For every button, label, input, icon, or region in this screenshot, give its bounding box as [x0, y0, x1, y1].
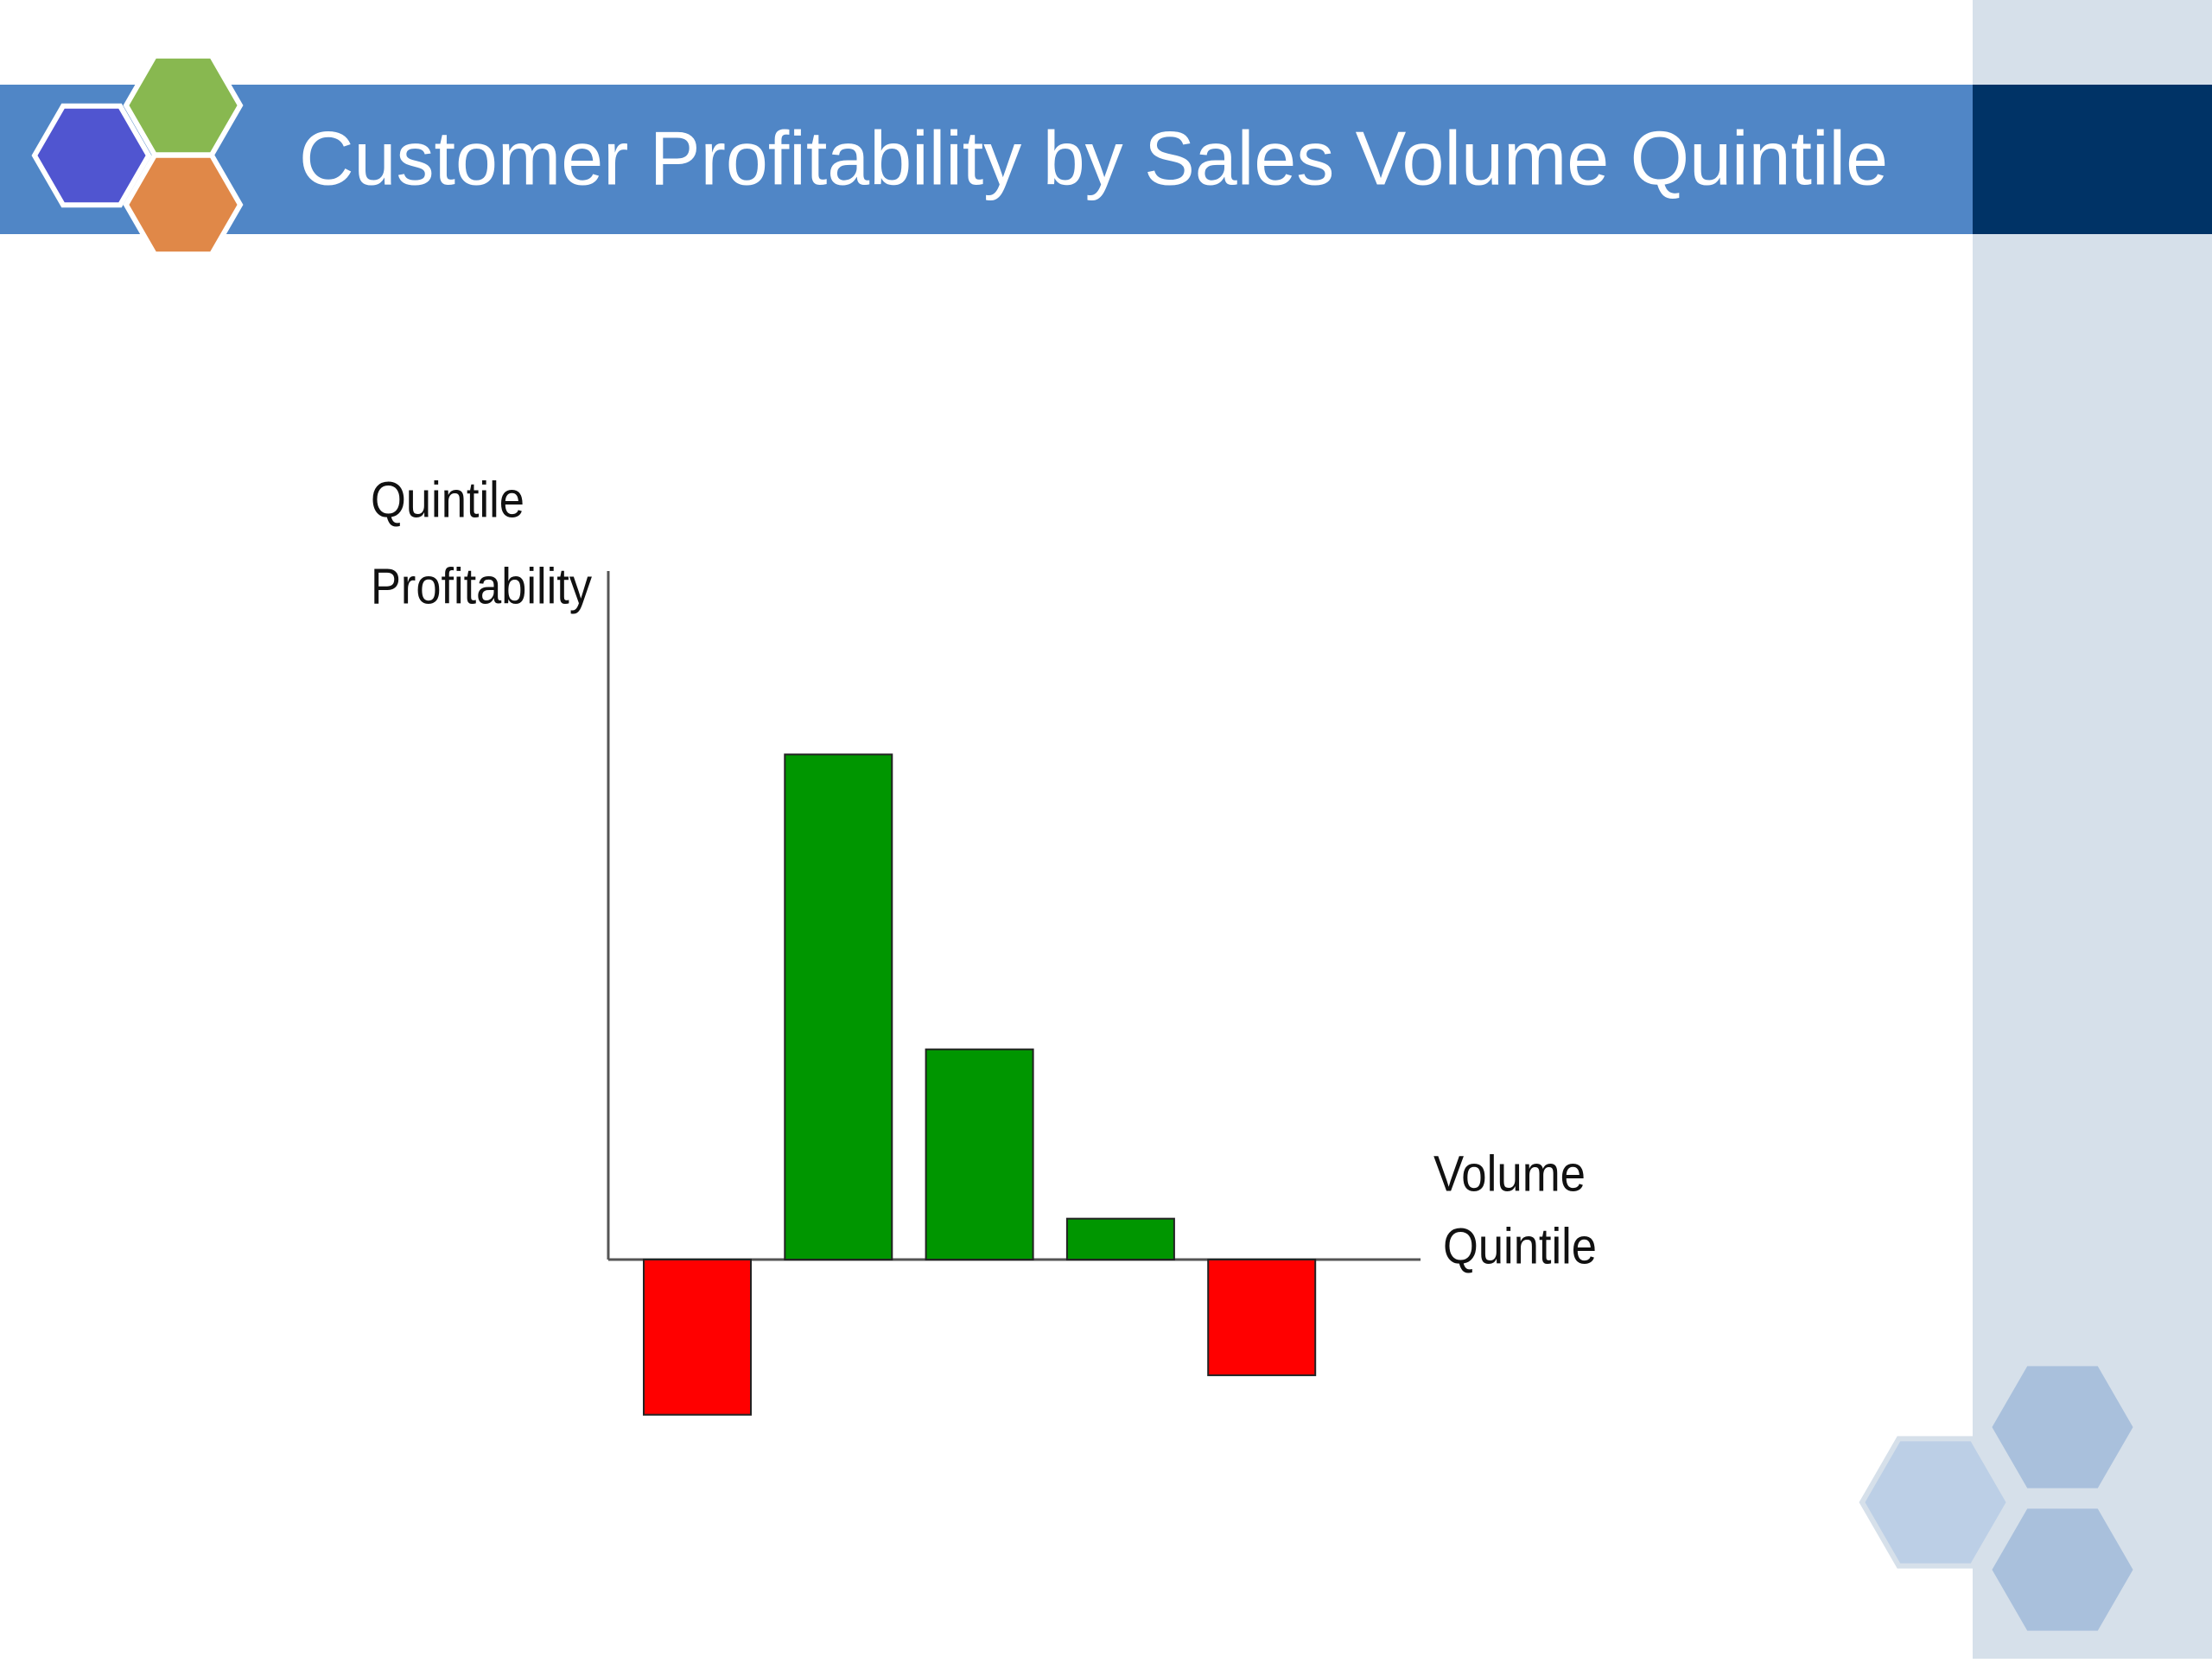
- header-band: [0, 85, 1973, 234]
- hexagon: [1986, 1503, 2139, 1636]
- y-axis-label: Quintile: [371, 472, 524, 528]
- hexagon: [123, 53, 244, 158]
- bar: [925, 1048, 1034, 1261]
- hexagon: [1986, 1361, 2139, 1494]
- logo: [31, 53, 244, 257]
- bar: [1207, 1259, 1317, 1376]
- hexagon: [1859, 1436, 2012, 1569]
- y-axis-label: Profitability: [371, 558, 592, 614]
- bar: [784, 753, 893, 1261]
- hexagon: [31, 103, 152, 208]
- slide-title: Customer Profitability by Sales Volume Q…: [299, 115, 1888, 200]
- x-axis-label: Volume: [1433, 1146, 1586, 1202]
- bar: [643, 1259, 752, 1416]
- bar: [1065, 1217, 1175, 1261]
- header-band-dark: [1973, 85, 2212, 234]
- hexagon: [123, 152, 244, 257]
- x-axis-label: Quintile: [1443, 1218, 1597, 1274]
